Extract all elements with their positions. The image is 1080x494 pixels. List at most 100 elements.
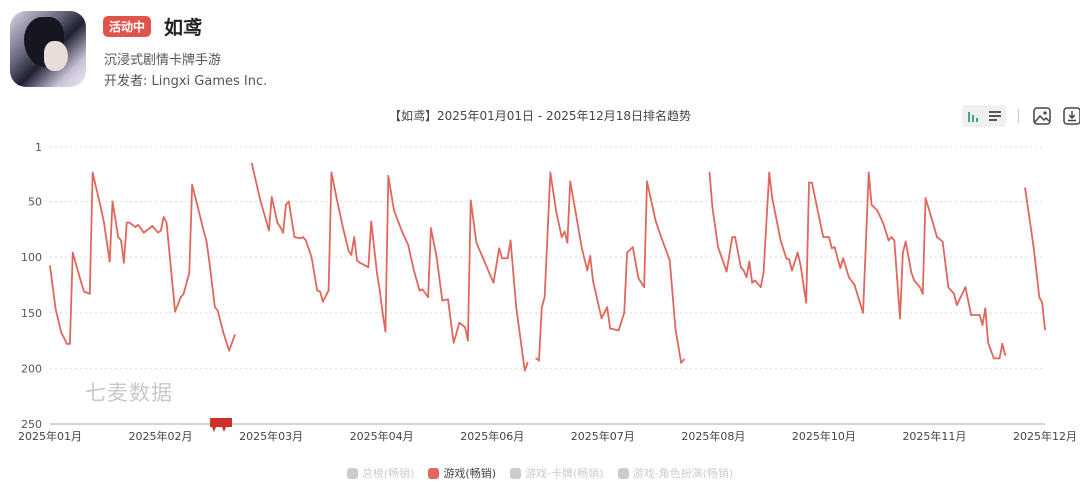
data-point bbox=[111, 200, 114, 203]
data-point bbox=[418, 289, 421, 292]
data-point bbox=[637, 277, 640, 280]
data-point bbox=[100, 208, 103, 211]
data-point bbox=[862, 311, 864, 314]
data-point bbox=[441, 299, 444, 302]
data-point bbox=[347, 249, 350, 252]
data-point bbox=[1044, 328, 1046, 331]
data-point bbox=[901, 251, 904, 254]
data-point bbox=[233, 334, 236, 336]
data-point bbox=[401, 231, 404, 234]
data-point bbox=[586, 269, 589, 272]
data-point bbox=[560, 236, 563, 239]
data-point bbox=[83, 290, 86, 293]
data-point bbox=[54, 308, 57, 311]
data-point bbox=[717, 246, 719, 249]
data-point bbox=[992, 357, 995, 360]
legend-item-games[interactable]: 游戏(畅销) bbox=[428, 465, 496, 481]
data-point bbox=[785, 257, 788, 260]
data-point bbox=[179, 296, 182, 299]
data-point bbox=[643, 286, 646, 289]
data-point bbox=[555, 209, 557, 212]
data-point bbox=[683, 358, 685, 361]
legend-item-card[interactable]: 游戏-卡牌(畅销) bbox=[510, 465, 604, 481]
data-point bbox=[654, 219, 657, 222]
data-point bbox=[506, 257, 509, 260]
legend-item-rpg[interactable]: 游戏-角色扮演(畅销) bbox=[617, 465, 733, 481]
data-point bbox=[978, 314, 981, 316]
data-point bbox=[228, 349, 231, 352]
data-point bbox=[535, 357, 538, 360]
data-point bbox=[1041, 301, 1044, 304]
data-point bbox=[1024, 187, 1026, 190]
image-icon[interactable] bbox=[1031, 105, 1053, 127]
data-point bbox=[452, 341, 455, 344]
data-point bbox=[910, 271, 913, 274]
data-point bbox=[609, 327, 611, 330]
legend-swatch bbox=[346, 467, 358, 479]
data-point bbox=[435, 256, 438, 259]
data-point bbox=[447, 298, 449, 301]
series-line-segment bbox=[49, 171, 236, 352]
data-point bbox=[711, 206, 714, 208]
data-point bbox=[205, 239, 208, 242]
data-point bbox=[899, 317, 901, 320]
data-point bbox=[526, 361, 529, 364]
y-tick-label: 50 bbox=[28, 196, 42, 209]
data-point bbox=[575, 212, 577, 215]
data-point bbox=[674, 327, 677, 330]
chart-title: 【如鸢】2025年01月01日 - 2025年12月18日排名趋势 bbox=[388, 109, 692, 123]
data-point bbox=[904, 240, 907, 243]
series-line-segment bbox=[250, 163, 529, 372]
bar-chart-icon[interactable] bbox=[962, 105, 984, 127]
data-point bbox=[680, 361, 683, 364]
data-point bbox=[708, 171, 711, 174]
data-point bbox=[174, 310, 176, 313]
data-point bbox=[350, 254, 353, 256]
download-icon[interactable] bbox=[1061, 105, 1080, 127]
data-point bbox=[49, 265, 51, 267]
data-point bbox=[842, 257, 845, 260]
data-point bbox=[376, 271, 378, 274]
series-line-segment bbox=[1024, 188, 1046, 330]
data-point bbox=[279, 226, 282, 228]
data-point bbox=[600, 317, 603, 320]
data-point bbox=[310, 256, 313, 259]
toolbar-divider bbox=[1018, 109, 1019, 123]
data-point bbox=[509, 239, 512, 242]
data-point bbox=[498, 247, 501, 250]
legend-item-overall[interactable]: 总榜(畅销) bbox=[346, 465, 414, 481]
data-point bbox=[921, 292, 924, 295]
data-point bbox=[791, 269, 793, 272]
data-point bbox=[501, 257, 503, 260]
chart-toolbar bbox=[962, 105, 1080, 127]
y-tick-label: 250 bbox=[21, 418, 42, 431]
data-point bbox=[941, 240, 944, 243]
data-point bbox=[117, 236, 120, 239]
data-point bbox=[77, 271, 80, 274]
x-tick-label: 2025年01月 bbox=[18, 429, 82, 443]
data-point bbox=[538, 359, 540, 362]
data-point bbox=[71, 251, 74, 254]
data-point bbox=[745, 276, 748, 279]
data-point bbox=[196, 206, 199, 208]
data-point bbox=[322, 300, 324, 303]
data-point bbox=[370, 220, 373, 223]
data-point bbox=[341, 226, 344, 228]
data-point bbox=[953, 292, 955, 295]
data-point bbox=[822, 236, 825, 239]
data-point bbox=[316, 289, 319, 292]
data-point bbox=[779, 239, 782, 242]
x-tick-label: 2025年02月 bbox=[129, 429, 193, 443]
data-point bbox=[828, 236, 830, 239]
data-point bbox=[458, 321, 461, 324]
data-point bbox=[998, 357, 1001, 360]
data-point bbox=[120, 239, 122, 242]
list-icon[interactable] bbox=[984, 105, 1006, 127]
data-point bbox=[808, 181, 810, 184]
data-point bbox=[646, 180, 648, 183]
data-point bbox=[475, 241, 478, 244]
data-point bbox=[751, 281, 754, 284]
data-point bbox=[788, 258, 791, 261]
data-point bbox=[330, 171, 333, 174]
data-point bbox=[1032, 246, 1035, 249]
